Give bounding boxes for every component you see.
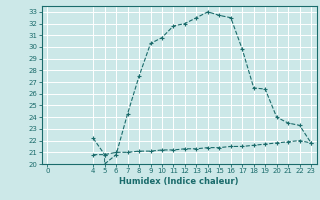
X-axis label: Humidex (Indice chaleur): Humidex (Indice chaleur) <box>119 177 239 186</box>
